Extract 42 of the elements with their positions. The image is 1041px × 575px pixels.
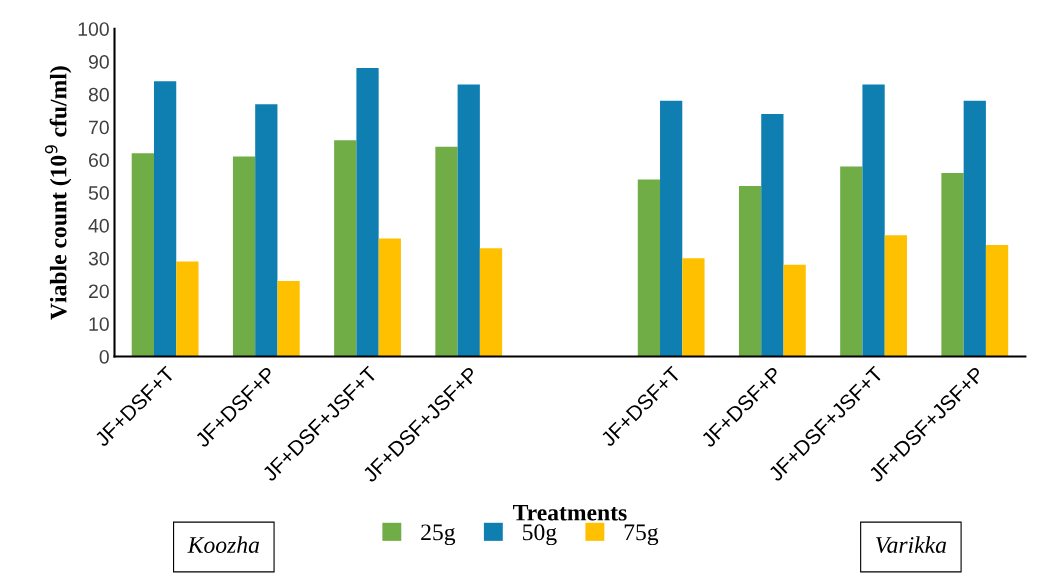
bar	[884, 235, 907, 357]
y-tick-label: 0	[99, 349, 109, 364]
bar	[356, 68, 379, 357]
bar	[637, 179, 661, 357]
legend-label: 75g	[624, 524, 659, 546]
y-tick-label: 50	[88, 186, 109, 200]
bar	[682, 258, 705, 357]
bar	[153, 81, 177, 357]
bar	[334, 140, 357, 357]
y-tick-label: 30	[88, 251, 109, 266]
bar	[963, 100, 986, 357]
bar	[277, 281, 300, 357]
bar	[761, 113, 784, 357]
y-tick-label: 40	[88, 218, 109, 233]
y-tick-label: 10	[89, 317, 109, 331]
bar	[176, 261, 199, 357]
text: Koozha	[187, 536, 259, 553]
y-axis-title: Viable count (10$^{9}$ cfu/ml)	[44, 66, 72, 320]
y-tick-label: 20	[89, 284, 109, 299]
bar	[783, 264, 806, 357]
legend-label: 25g	[421, 524, 456, 546]
y-tick-label: 100	[78, 22, 109, 36]
bar	[738, 186, 762, 357]
x-axis-title: Treatments	[513, 504, 627, 521]
y-tick-label: 80	[88, 87, 109, 102]
y-tick-label: 90	[88, 54, 109, 69]
bar	[660, 100, 683, 357]
y-tick-label: 70	[89, 120, 109, 135]
bar	[479, 248, 503, 357]
bar	[862, 84, 885, 357]
bar	[457, 84, 480, 357]
bar	[255, 104, 278, 357]
bar	[941, 172, 964, 357]
bar	[985, 245, 1009, 357]
y-tick-label: 60	[89, 153, 109, 168]
bar	[840, 166, 863, 357]
bar	[131, 153, 154, 357]
bar	[232, 156, 256, 357]
text: Varikka	[876, 536, 947, 554]
bar	[378, 238, 401, 357]
bar	[435, 146, 458, 357]
legend-label: 50g	[523, 524, 557, 546]
